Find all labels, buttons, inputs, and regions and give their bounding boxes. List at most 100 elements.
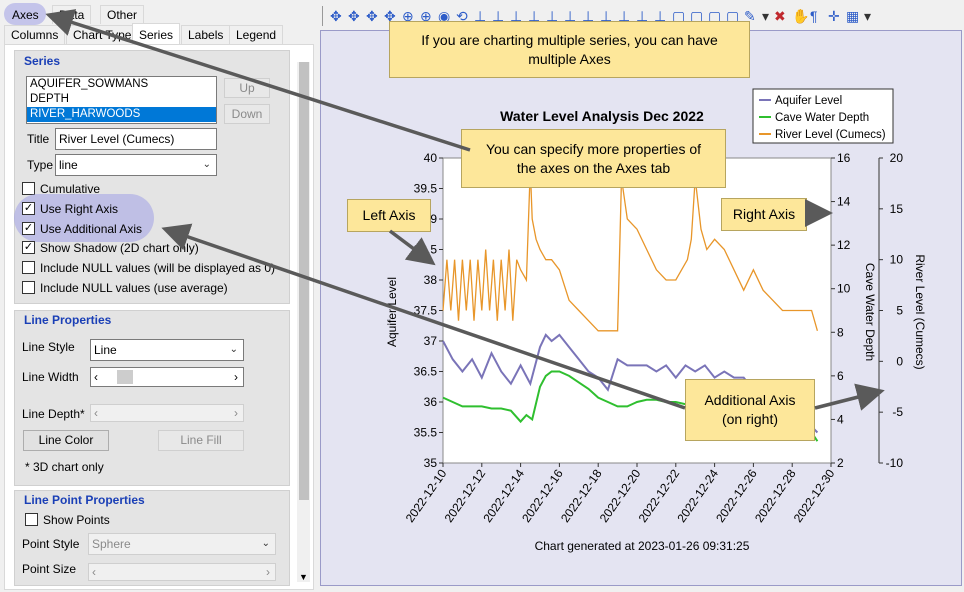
axis-icon[interactable]: ⊥	[600, 8, 613, 24]
point-size-slider[interactable]: ‹ ›	[88, 563, 276, 581]
list-item[interactable]: DEPTH	[30, 93, 69, 105]
axis-icon[interactable]: ⊥	[582, 8, 595, 24]
chart-footer: Chart generated at 2023-01-26 09:31:25	[535, 539, 750, 553]
line-style-value: Line	[94, 343, 117, 357]
line-properties-title: Line Properties	[24, 313, 112, 327]
include-null-zero-label: Include NULL values (will be displayed a…	[40, 261, 276, 275]
right-axis-label: Cave Water Depth	[863, 263, 877, 361]
dropdown-icon[interactable]: ▾	[864, 8, 872, 24]
legend-box	[752, 88, 894, 144]
tab-highlight	[4, 3, 46, 25]
line-width-label: Line Width	[22, 370, 79, 384]
scroll-left-icon[interactable]: ‹	[94, 370, 98, 384]
axis-icon[interactable]: ⊥	[492, 8, 505, 24]
point-style-value: Sphere	[92, 537, 131, 551]
scroll-left-icon[interactable]: ‹	[92, 565, 96, 579]
cube-icon[interactable]: ▢	[672, 8, 686, 24]
axis-icon[interactable]: ⊥	[546, 8, 559, 24]
left-axis-tick-label: 36.5	[414, 365, 438, 379]
tab-axes[interactable]: Axes	[12, 8, 39, 22]
axis-icon[interactable]: ⊥	[564, 8, 577, 24]
right-axis-tick-label: 10	[837, 282, 851, 296]
scroll-right-icon[interactable]: ›	[234, 406, 238, 420]
move-icon[interactable]: ✥	[366, 8, 378, 24]
move-up-button[interactable]: Up	[224, 78, 270, 98]
cumulative-checkbox[interactable]	[22, 182, 35, 195]
axis-icon[interactable]: ⊥	[636, 8, 649, 24]
include-null-zero-checkbox[interactable]	[22, 261, 35, 274]
pen-icon[interactable]: ✎	[744, 8, 756, 24]
left-axis-tick-label: 36	[424, 395, 438, 409]
crosshair-icon[interactable]: ✛	[828, 8, 840, 24]
line-depth-label: Line Depth*	[22, 407, 85, 421]
list-item[interactable]: RIVER_HARWOODS	[27, 107, 216, 122]
use-right-axis-label: Use Right Axis	[40, 202, 119, 216]
move-icon[interactable]: ✥	[330, 8, 342, 24]
point-style-select[interactable]: Sphere ⌄	[88, 533, 276, 555]
scroll-left-icon[interactable]: ‹	[94, 406, 98, 420]
line-fill-button[interactable]: Line Fill	[158, 430, 244, 451]
line-color-button[interactable]: Line Color	[23, 430, 109, 451]
properties-panel: Axes Data Other Columns Chart Type Serie…	[0, 0, 318, 592]
point-properties-title: Line Point Properties	[24, 493, 145, 507]
tab-columns[interactable]: Columns	[4, 25, 66, 44]
include-null-average-label: Include NULL values (use average)	[40, 281, 228, 295]
left-axis-label: Aquifer Level	[385, 277, 399, 347]
scroll-right-icon[interactable]: ›	[266, 565, 270, 579]
series-title-input[interactable]: River Level (Cumecs)	[55, 128, 217, 150]
left-axis-tick-label: 35	[424, 456, 438, 470]
line-width-slider[interactable]: ‹ ›	[90, 367, 244, 387]
panel-scrollbar-thumb[interactable]	[299, 62, 309, 500]
use-right-axis-checkbox[interactable]: ✓	[22, 202, 35, 215]
tab-series[interactable]: Series	[132, 23, 181, 45]
dropdown-icon[interactable]: ▾	[762, 8, 770, 24]
axis-icon[interactable]: ⊥	[654, 8, 667, 24]
tab-other[interactable]: Other	[100, 5, 145, 24]
cube-icon[interactable]: ▢	[690, 8, 704, 24]
left-axis-tick-label: 35.5	[414, 426, 438, 440]
series-list[interactable]: AQUIFER_SOWMANS DEPTH RIVER_HARWOODS	[26, 76, 217, 124]
annotate-icon[interactable]: ¶	[810, 8, 818, 24]
axis-icon[interactable]: ⊥	[510, 8, 523, 24]
legend-entry: Aquifer Level	[775, 95, 842, 107]
tab-chart-type[interactable]: Chart Type	[66, 25, 139, 44]
left-axis-tick-label: 37.5	[414, 304, 438, 318]
line-depth-slider[interactable]: ‹ ›	[90, 404, 244, 422]
tab-data[interactable]: Data	[52, 5, 92, 24]
move-down-button[interactable]: Down	[224, 104, 270, 124]
tab-legend[interactable]: Legend	[229, 25, 284, 44]
show-shadow-label: Show Shadow (2D chart only)	[40, 241, 199, 255]
type-label: Type	[27, 158, 54, 172]
series-type-select[interactable]: line ⌄	[55, 154, 217, 176]
move-icon[interactable]: ✥	[348, 8, 360, 24]
hand-icon[interactable]: ✋	[792, 8, 810, 24]
callout-right-axis: Right Axis	[721, 198, 807, 231]
axis-icon[interactable]: ⊥	[474, 8, 487, 24]
show-shadow-checkbox[interactable]: ✓	[22, 241, 35, 254]
include-null-average-checkbox[interactable]	[22, 281, 35, 294]
additional-axis-tick-label: 20	[890, 151, 904, 165]
export-icon[interactable]: ▦	[846, 8, 860, 24]
line-style-select[interactable]: Line ⌄	[90, 339, 244, 361]
cube-icon[interactable]: ▢	[726, 8, 740, 24]
slider-thumb[interactable]	[117, 370, 133, 384]
legend-entry: Cave Water Depth	[775, 112, 869, 124]
right-axis-tick-label: 6	[837, 369, 844, 383]
scroll-down-icon[interactable]: ▼	[299, 572, 308, 582]
tab-labels[interactable]: Labels	[181, 25, 231, 44]
point-style-label: Point Style	[22, 537, 80, 551]
additional-axis-tick-label: -10	[886, 456, 904, 470]
point-size-label: Point Size	[22, 562, 77, 576]
cancel-icon[interactable]: ✖	[774, 8, 786, 24]
cube-icon[interactable]: ▢	[708, 8, 722, 24]
axis-icon[interactable]: ⊥	[528, 8, 541, 24]
additional-axis-tick-label: -5	[892, 405, 903, 419]
axis-icon[interactable]: ⊥	[618, 8, 631, 24]
right-axis-tick-label: 2	[837, 456, 844, 470]
use-additional-axis-checkbox[interactable]: ✓	[22, 222, 35, 235]
show-points-checkbox[interactable]	[25, 513, 38, 526]
list-item[interactable]: AQUIFER_SOWMANS	[30, 78, 149, 90]
left-axis-tick-label: 40	[424, 151, 438, 165]
additional-axis-tick-label: 5	[896, 304, 903, 318]
scroll-right-icon[interactable]: ›	[234, 370, 238, 384]
